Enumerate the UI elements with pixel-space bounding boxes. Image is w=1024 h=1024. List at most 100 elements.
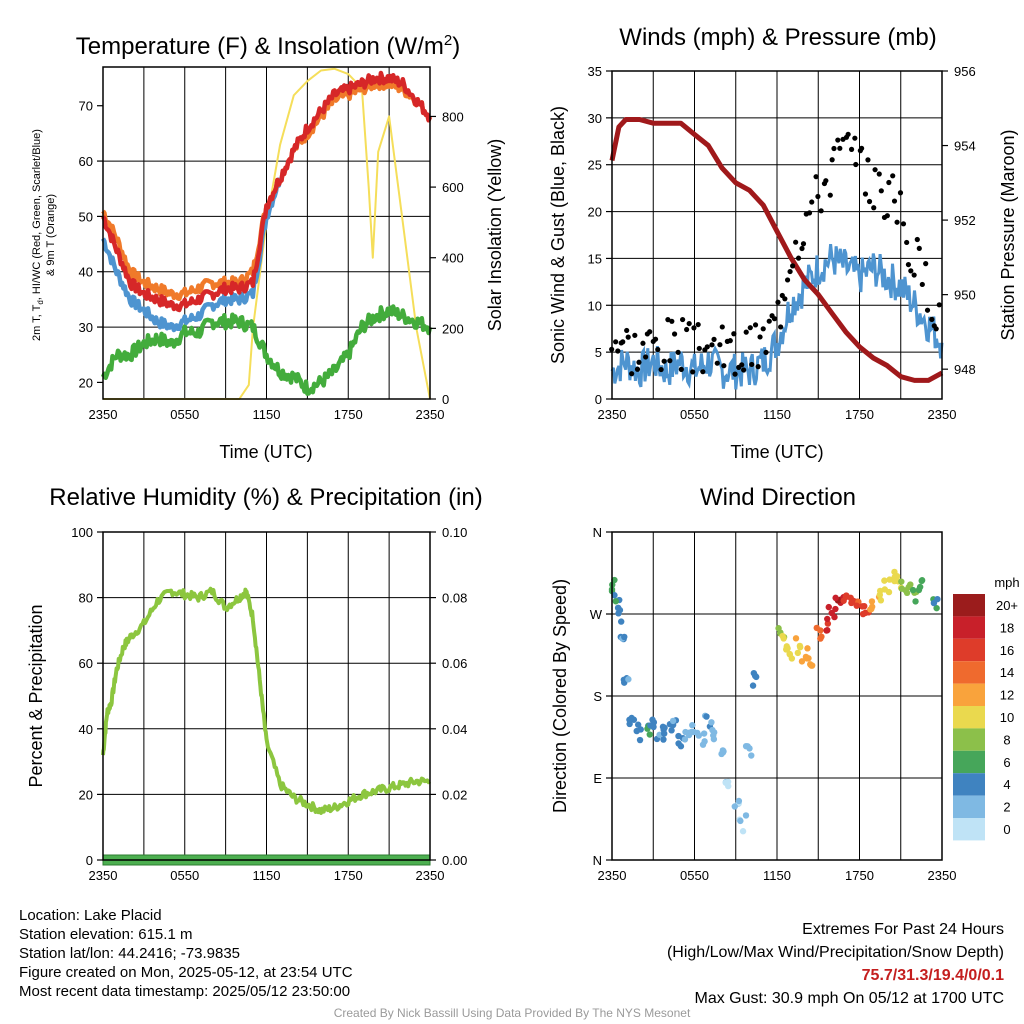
colorbar-swatch	[953, 661, 985, 684]
direction-point	[700, 730, 708, 737]
gust-point	[891, 198, 898, 204]
direction-point	[668, 727, 675, 734]
gust-point	[919, 281, 925, 288]
gust-point	[615, 348, 621, 354]
y2-tick-label: 0.10	[442, 525, 467, 540]
x-tick-label: 1750	[845, 868, 874, 883]
y-tick-label: 0	[595, 392, 602, 407]
station-info: Location: Lake Placid Station elevation:…	[19, 906, 353, 1001]
direction-point	[794, 649, 802, 657]
gust-point	[757, 334, 763, 340]
gust-point	[755, 364, 761, 370]
direction-point	[688, 728, 695, 736]
gust-point	[743, 329, 749, 335]
y2-tick-label: 200	[442, 321, 464, 336]
y-tick-label: 20	[588, 205, 602, 220]
y2-tick-label: 0.08	[442, 591, 467, 606]
direction-point	[669, 717, 677, 725]
gust-point	[852, 135, 858, 141]
colorbar-label: 2	[1003, 800, 1010, 815]
gust-point	[813, 174, 819, 180]
y2-tick-label: 0.00	[442, 853, 467, 868]
series-line-red	[101, 70, 433, 313]
direction-point	[737, 817, 744, 825]
gust-point	[904, 239, 910, 246]
gust-point	[806, 210, 813, 216]
direction-point	[617, 618, 625, 625]
temperature-title: Temperature (F) & Insolation (W/m2)	[76, 32, 460, 60]
direction-point	[823, 627, 830, 634]
gust-point	[793, 239, 799, 245]
direction-point	[893, 572, 901, 580]
latlon-text: Station lat/lon: 44.2416; -73.9835	[19, 945, 241, 962]
gust-point	[640, 340, 646, 346]
direction-point	[916, 583, 924, 591]
y-tick-label: 60	[79, 656, 93, 671]
gust-point	[809, 199, 815, 205]
gust-point	[815, 193, 821, 200]
x-tick-label: 2350	[416, 868, 445, 883]
gust-point	[709, 342, 715, 348]
max-gust-text: Max Gust: 30.9 mph On 05/12 at 1700 UTC	[694, 990, 1005, 1007]
gust-point	[684, 326, 690, 333]
x-tick-label: 2350	[89, 868, 118, 883]
direction-point	[832, 605, 839, 613]
winds-y2label: Station Pressure (Maroon)	[998, 129, 1018, 340]
gust-point	[749, 361, 755, 368]
gust-point	[643, 354, 649, 360]
humidity-panel: Relative Humidity (%) & Precipitation (i…	[26, 484, 483, 883]
gust-point	[652, 336, 659, 342]
y-tick-label: 70	[79, 99, 93, 114]
gust-point	[766, 318, 772, 324]
pressure-line	[609, 117, 944, 383]
y-tick-label: 40	[79, 722, 93, 737]
y2-tick-label: 0.04	[442, 722, 467, 737]
gust-point	[905, 261, 912, 268]
humidity-ylabel: Percent & Precipitation	[26, 604, 46, 787]
gust-point	[731, 331, 737, 337]
extremes-subtitle: (High/Low/Max Wind/Precipitation/Snow De…	[666, 944, 1004, 961]
gust-point	[686, 320, 692, 327]
gust-point	[799, 245, 805, 252]
colorbar-label: 0	[1003, 822, 1010, 837]
direction-point	[682, 728, 689, 736]
direction-point	[646, 731, 653, 738]
gust-point	[853, 161, 859, 168]
gust-point	[924, 307, 931, 313]
gust-point	[717, 342, 723, 348]
gust-point	[831, 145, 837, 152]
direction-point	[886, 576, 893, 583]
gust-point	[778, 324, 784, 330]
gust-point	[661, 358, 667, 364]
recent-text: Most recent data timestamp: 2025/05/12 2…	[19, 983, 351, 1000]
direction-point	[918, 577, 925, 585]
direction-point	[735, 797, 743, 805]
winds-grid	[612, 71, 942, 399]
y2-tick-label: 800	[442, 109, 464, 124]
colorbar-swatch	[953, 683, 985, 706]
extremes-values: 75.7/31.3/19.4/0/0.1	[861, 967, 1004, 984]
direction-point	[912, 598, 919, 605]
y2-tick-label: 0.02	[442, 787, 467, 802]
colorbar-swatch	[953, 638, 985, 662]
direction-point	[703, 713, 710, 720]
x-tick-label: 0550	[680, 868, 709, 883]
colorbar-label: 16	[1000, 643, 1014, 658]
y-tick-label: S	[593, 689, 602, 704]
gust-point	[665, 317, 671, 323]
gust-point	[894, 219, 900, 225]
direction-point	[877, 597, 885, 604]
direction-point	[933, 604, 940, 612]
gust-point	[800, 241, 807, 247]
x-tick-label: 0550	[170, 407, 199, 422]
direction-point	[719, 747, 727, 754]
gust-point	[923, 261, 929, 267]
direction-point	[746, 745, 753, 752]
gust-point	[827, 192, 833, 198]
gust-point	[829, 157, 835, 163]
gust-point	[914, 236, 920, 243]
colorbar-label: 6	[1003, 755, 1010, 770]
gust-point	[837, 145, 843, 151]
colorbar-label: 10	[1000, 710, 1014, 725]
gust-point	[911, 272, 917, 278]
